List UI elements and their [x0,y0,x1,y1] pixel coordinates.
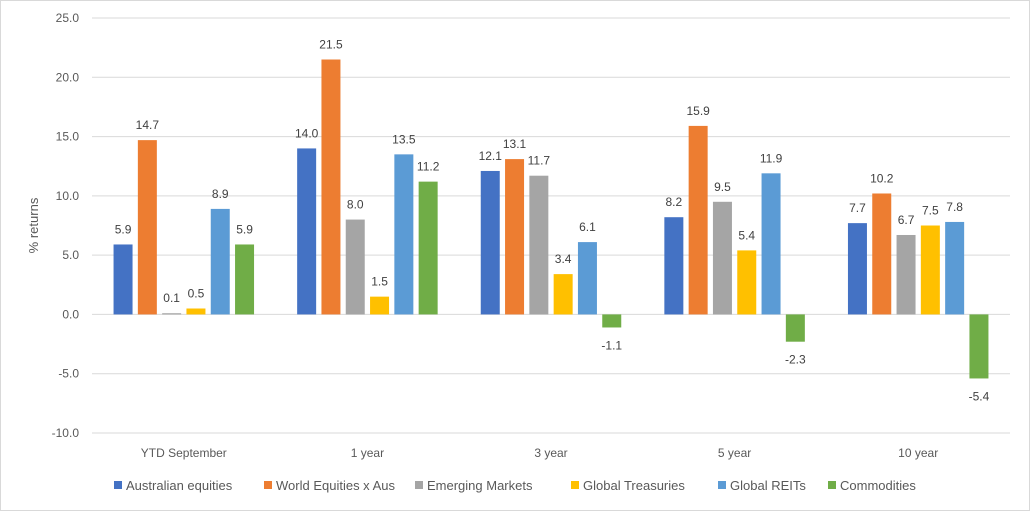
y-axis-ticks: 25.0 20.0 15.0 10.0 5.0 0.0 -5.0 -10.0 [52,11,80,440]
x-axis-categories: YTD September 1 year 3 year 5 year 10 year [141,446,938,460]
bar-australian-equities [297,148,317,315]
data-label: 14.7 [136,118,160,132]
bar-world-equities-x-aus [321,59,341,315]
y-tick-label: -10.0 [52,426,80,440]
bar-australian-equities [113,244,133,315]
data-label: 6.7 [898,213,915,227]
bars [113,59,989,379]
legend-item: Global Treasuries [571,478,685,493]
y-axis-label: % returns [26,197,41,253]
bar-australian-equities [480,170,500,315]
legend-item: Emerging Markets [415,478,533,493]
data-label: -5.4 [969,389,990,403]
data-label: 15.9 [686,104,710,118]
legend-swatch [718,481,726,489]
data-label: 21.5 [319,38,343,52]
data-label: 12.1 [479,149,503,163]
y-tick-label: 10.0 [56,189,80,203]
data-label: 7.7 [849,201,866,215]
data-label: 0.1 [163,291,180,305]
bar-global-treasuries [186,308,206,315]
bar-global-reits [577,242,597,315]
bar-world-equities-x-aus [872,193,892,315]
y-tick-label: -5.0 [58,367,79,381]
y-tick-label: 25.0 [56,11,80,25]
bar-global-treasuries [920,225,940,315]
bar-commodities [235,244,255,315]
data-label: 13.5 [392,132,416,146]
legend-item: Australian equities [114,478,233,493]
data-label: 11.9 [760,151,783,165]
data-label: 7.8 [946,200,963,214]
bar-global-reits [394,154,414,315]
legend-label: World Equities x Aus [276,478,395,493]
y-tick-label: 0.0 [62,307,79,321]
x-category-label: 1 year [351,446,384,460]
data-label: 8.2 [666,195,683,209]
bar-global-reits [761,173,781,315]
data-label: 8.0 [347,198,364,212]
data-label: 1.5 [371,275,388,289]
data-label: 11.2 [417,160,440,174]
bar-emerging-markets [345,219,365,315]
data-label: 3.4 [555,252,572,266]
bar-commodities [418,181,438,315]
bar-emerging-markets [162,313,182,315]
bar-commodities [785,314,805,342]
data-label: 0.5 [188,287,205,301]
bar-global-treasuries [553,274,573,315]
data-label: -1.1 [601,338,622,352]
data-label: 5.9 [115,222,132,236]
data-labels: 5.914.70.1 0.58.95.914.021.58.01.513.511.… [115,38,990,404]
bar-emerging-markets [529,175,549,315]
bar-commodities [602,314,622,328]
legend-label: Commodities [840,478,916,493]
legend-swatch [415,481,423,489]
legend-label: Global REITs [730,478,806,493]
legend-label: Australian equities [126,478,233,493]
data-label: 14.0 [295,126,319,140]
bar-australian-equities [847,223,867,315]
legend-label: Emerging Markets [427,478,533,493]
data-label: 8.9 [212,187,229,201]
y-tick-label: 5.0 [62,248,79,262]
legend-item: Global REITs [718,478,806,493]
bar-global-reits [210,208,230,315]
data-label: 10.2 [870,171,894,185]
data-label: 7.5 [922,204,939,218]
bar-emerging-markets [896,234,916,315]
legend-swatch [571,481,579,489]
legend-item: World Equities x Aus [264,478,395,493]
bar-global-treasuries [370,296,390,315]
x-category-label: 5 year [718,446,751,460]
y-tick-label: 15.0 [56,130,80,144]
x-category-label: YTD September [141,446,227,460]
data-label: 11.7 [528,154,551,168]
bar-world-equities-x-aus [505,159,525,315]
legend-swatch [828,481,836,489]
bar-emerging-markets [712,201,732,315]
bar-australian-equities [664,217,684,315]
legend-swatch [264,481,272,489]
data-label: 6.1 [579,220,596,234]
x-category-label: 10 year [898,446,938,460]
data-label: 13.1 [503,137,527,151]
bar-world-equities-x-aus [137,140,157,315]
data-label: -2.3 [785,353,806,367]
y-tick-label: 20.0 [56,70,80,84]
x-category-label: 3 year [534,446,567,460]
legend-label: Global Treasuries [583,478,685,493]
legend: Australian equities World Equities x Aus E… [114,478,916,493]
data-label: 5.9 [236,222,253,236]
bar-commodities [969,314,989,379]
legend-item: Commodities [828,478,916,493]
bar-global-treasuries [737,250,757,315]
data-label: 9.5 [714,180,731,194]
legend-swatch [114,481,122,489]
bar-world-equities-x-aus [688,125,708,315]
bar-global-reits [945,221,965,315]
data-label: 5.4 [738,228,755,242]
